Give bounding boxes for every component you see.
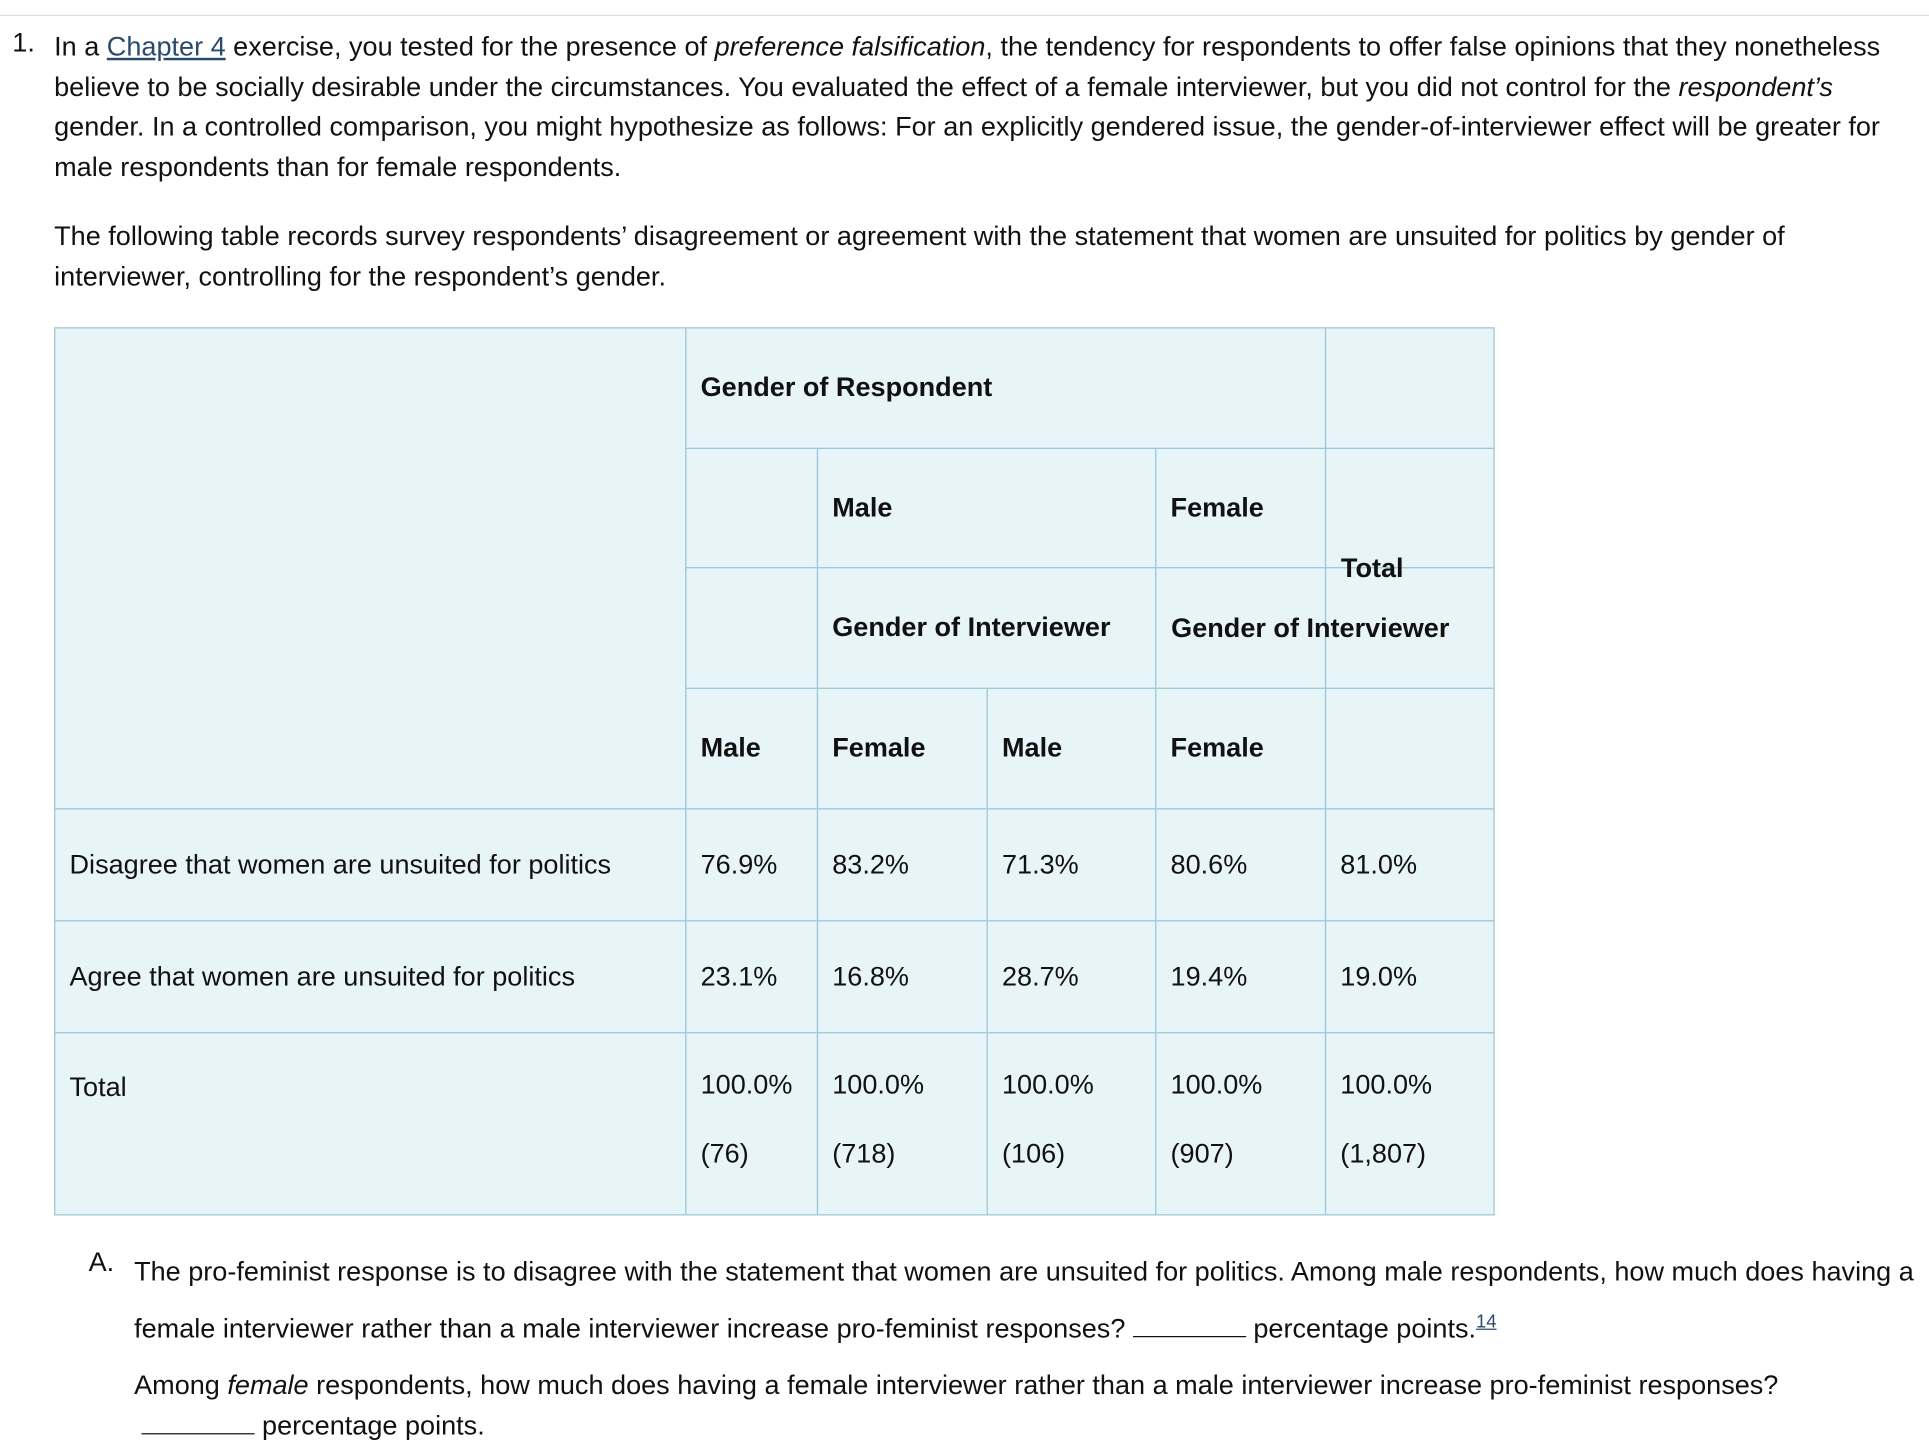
table-cell [684,566,818,689]
table-header: Male [684,687,818,809]
table-header: Gender of Respondent [684,326,1326,449]
part-letter: A. [88,1246,115,1277]
cell-text: 100.0% [1001,1068,1094,1100]
cell-text: (718) [832,1137,896,1169]
text: gender. In a controlled comparison, you … [54,110,1880,182]
table-cell [53,326,686,809]
cell-text: 100.0% [832,1068,925,1100]
footnote[interactable]: 14 [1476,1311,1497,1333]
text: Among [134,1369,228,1400]
text: In a [54,30,107,62]
table-cell: 100.0% (106) [986,1031,1156,1215]
question-text: The pro-feminist response is to disagree… [134,1246,1925,1353]
question-text: Among female respondents, how much does … [134,1366,1905,1446]
row-label: Disagree that women are unsuited for pol… [53,807,686,921]
divider [0,14,1929,16]
cell-text: 100.0% [1340,1068,1433,1100]
table-cell: 76.9% [684,807,818,921]
row-label: Agree that women are unsuited for politi… [53,919,686,1033]
cell-text: (907) [1170,1137,1234,1169]
table-header: Male [986,687,1156,809]
table-header: Total [1340,552,1404,584]
table-header: Female [1154,687,1326,809]
emphasis: respondent’s [1678,70,1833,102]
table-cell: 19.0% [1324,919,1495,1033]
table-cell: 71.3% [986,807,1156,921]
cell-text: 100.0% [1170,1068,1263,1100]
table-cell [1324,566,1495,689]
emphasis: preference falsification [714,30,986,62]
table-cell: 23.1% [684,919,818,1033]
table-cell: 81.0% [1324,807,1495,921]
table-header: Female [816,687,988,809]
table-cell: 100.0% (1,807) [1324,1031,1495,1215]
table-cell [1324,687,1495,809]
table-cell: 100.0% (907) [1154,1031,1326,1215]
answer-blank[interactable] [1132,1336,1246,1338]
table-cell: 80.6% [1154,807,1326,921]
table-cell [684,447,818,568]
paragraph: In a Chapter 4 exercise, you tested for … [54,27,1926,187]
text: percentage points. [1253,1313,1477,1344]
cell-text: (76) [700,1137,749,1169]
text: exercise, you tested for the presence of [225,30,715,62]
table-cell: 16.8% [816,919,988,1033]
table-cell: 28.7% [986,919,1156,1033]
cell-text: (106) [1001,1137,1066,1169]
table-cell [1324,447,1495,568]
emphasis: female [227,1369,309,1400]
table-cell: 100.0% (718) [816,1031,988,1215]
row-label: Total [53,1031,686,1215]
table-cell: 19.4% [1154,919,1326,1033]
table-cell: 100.0% (76) [684,1031,818,1215]
cell-text: (1,807) [1340,1137,1427,1169]
question-number: 1. [12,27,35,58]
cell-text: 100.0% [700,1068,793,1100]
text: percentage points. [262,1409,485,1440]
table-header: Male [816,447,1156,568]
text: respondents, how much does having a fema… [308,1369,1779,1400]
table-header: Gender of Interviewer [1171,612,1450,644]
chapter-link[interactable]: Chapter 4 [106,30,226,62]
table-cell [1154,566,1326,689]
text: , the tendency for respondents to offer … [54,30,1881,102]
text: The pro-feminist response is to disagree… [134,1256,1914,1344]
table-header: Gender of Interviewer [816,566,1156,689]
answer-blank[interactable] [141,1432,255,1434]
table-header: Female [1154,447,1326,568]
table-cell: 83.2% [816,807,988,921]
table-cell [1324,326,1495,449]
paragraph: The following table records survey respo… [54,220,1785,291]
